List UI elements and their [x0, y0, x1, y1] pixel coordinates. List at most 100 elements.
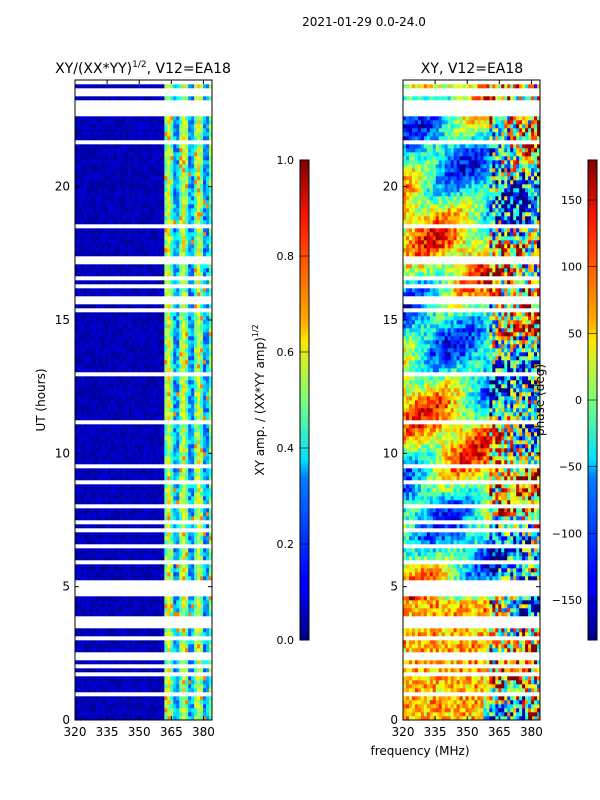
heatmap-cell [143, 440, 147, 445]
heatmap-cell [155, 568, 159, 573]
heatmap-cell [119, 688, 123, 693]
heatmap-cell [128, 564, 132, 569]
heatmap-cell [152, 340, 156, 345]
heatmap-cell [155, 172, 159, 177]
heatmap-cell [83, 488, 88, 493]
heatmap-cell [152, 416, 156, 421]
heatmap-cell [113, 236, 117, 241]
heatmap-cell [143, 292, 147, 297]
heatmap-cell [122, 508, 126, 513]
heatmap-cell [122, 612, 126, 617]
heatmap-cell [101, 168, 106, 173]
heatmap-cell [161, 548, 165, 553]
heatmap-cell [77, 240, 82, 245]
heatmap-cell [92, 508, 97, 513]
heatmap-cell [185, 172, 189, 177]
heatmap-cell [185, 716, 189, 720]
heatmap-cell [116, 324, 120, 329]
heatmap-cell [110, 532, 115, 537]
heatmap-cell [158, 208, 162, 213]
heatmap-cell [104, 360, 109, 365]
heatmap-cell [77, 536, 82, 541]
heatmap-cell [203, 452, 207, 457]
heatmap-cell [176, 676, 180, 681]
heatmap-cell [89, 516, 94, 521]
heatmap-cell [185, 516, 189, 521]
heatmap-cell [209, 220, 212, 225]
heatmap-cell [191, 248, 195, 253]
heatmap-cell [128, 356, 132, 361]
heatmap-cell [95, 404, 100, 409]
heatmap-cell [134, 548, 138, 553]
heatmap-cell [113, 364, 117, 369]
heatmap-cell [104, 400, 109, 405]
heatmap-cell [188, 712, 192, 717]
heatmap-cell [197, 512, 201, 517]
heatmap-cell [128, 240, 132, 245]
heatmap-cell [95, 240, 100, 245]
heatmap-cell [92, 428, 97, 433]
heatmap-cell [131, 264, 135, 269]
heatmap-cell [191, 556, 195, 561]
heatmap-cell [155, 408, 159, 413]
heatmap-cell [104, 176, 109, 181]
heatmap-cell [206, 500, 210, 505]
heatmap-cell [89, 272, 94, 277]
heatmap-cell [188, 200, 192, 205]
heatmap-cell [146, 416, 150, 421]
heatmap-cell [131, 668, 135, 673]
heatmap-cell [203, 668, 207, 673]
heatmap-cell [179, 240, 183, 245]
heatmap-cell [89, 440, 94, 445]
heatmap-cell [104, 524, 109, 529]
heatmap-cell [152, 628, 156, 633]
heatmap-cell [92, 468, 97, 473]
heatmap-cell [170, 400, 174, 405]
heatmap-cell [155, 264, 159, 269]
heatmap-cell [182, 416, 186, 421]
heatmap-cell [188, 360, 192, 365]
heatmap-cell [176, 700, 180, 705]
heatmap-cell [101, 496, 106, 501]
heatmap-cell [107, 312, 112, 317]
heatmap-cell [110, 388, 115, 393]
heatmap-cell [158, 272, 162, 277]
heatmap-cell [98, 676, 103, 681]
heatmap-cell [92, 424, 97, 429]
heatmap-cell [137, 700, 141, 705]
heatmap-cell [191, 168, 195, 173]
heatmap-cell [92, 380, 97, 385]
heatmap-cell [194, 600, 198, 605]
heatmap-cell [194, 384, 198, 389]
heatmap-cell [143, 648, 147, 653]
heatmap-cell [167, 168, 171, 173]
heatmap-cell [164, 304, 168, 309]
heatmap-cell [146, 552, 150, 557]
heatmap-cell [134, 628, 138, 633]
heatmap-cell [191, 344, 195, 349]
heatmap-cell [179, 236, 183, 241]
heatmap-cell [128, 348, 132, 353]
heatmap-cell [104, 696, 109, 701]
heatmap-cell [197, 208, 201, 213]
heatmap-cell [158, 248, 162, 253]
heatmap-cell [176, 576, 180, 581]
heatmap-cell [107, 280, 112, 285]
heatmap-cell [80, 352, 85, 357]
heatmap-cell [75, 644, 79, 649]
heatmap-cell [176, 416, 180, 421]
heatmap-cell [134, 536, 138, 541]
heatmap-cell [164, 208, 168, 213]
heatmap-cell [131, 704, 135, 709]
heatmap-cell [194, 536, 198, 541]
heatmap-cell [158, 356, 162, 361]
heatmap-cell [134, 608, 138, 613]
heatmap-cell [134, 240, 138, 245]
heatmap-cell [170, 348, 174, 353]
heatmap-cell [176, 268, 180, 273]
heatmap-cell [80, 572, 85, 577]
heatmap-cell [182, 684, 186, 689]
heatmap-cell [188, 264, 192, 269]
heatmap-cell [182, 248, 186, 253]
heatmap-cell [75, 292, 79, 297]
